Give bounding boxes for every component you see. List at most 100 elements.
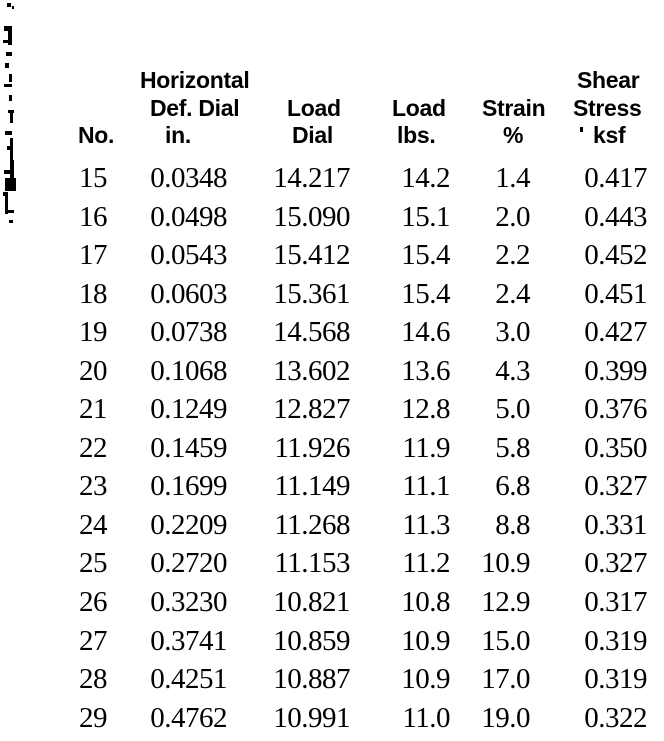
cell-no: 19 xyxy=(79,316,108,349)
cell-def-dial: 0.2720 xyxy=(150,547,227,580)
cell-shear-stress: 0.452 xyxy=(584,239,647,272)
cell-load-dial: 11.926 xyxy=(274,431,350,464)
cell-shear-stress: 0.427 xyxy=(584,316,647,349)
table-row: 24 0.2209 11.268 11.3 8.8 0.331 xyxy=(0,508,652,549)
cell-def-dial: 0.0348 xyxy=(150,162,227,194)
header-strain: Strain xyxy=(482,95,546,121)
cell-load-lbs: 10.9 xyxy=(401,624,450,657)
cell-no: 26 xyxy=(79,586,108,619)
table-row: 19 0.0738 14.568 14.6 3.0 0.427 xyxy=(0,317,652,356)
cell-strain: 2.2 xyxy=(495,239,530,272)
cell-load-lbs: 11.0 xyxy=(402,701,450,734)
cell-strain: 1.4 xyxy=(495,162,530,194)
header-shear: Shear xyxy=(577,67,640,93)
cell-load-dial: 11.268 xyxy=(274,508,350,541)
cell-shear-stress: 0.350 xyxy=(584,431,647,464)
header-horizontal: Horizontal xyxy=(140,67,250,93)
table-row: 27 0.3741 10.859 10.9 15.0 0.319 xyxy=(0,624,652,665)
table-row: 22 0.1459 11.926 11.9 5.8 0.350 xyxy=(0,431,652,472)
cell-load-dial: 15.412 xyxy=(273,239,350,272)
cell-no: 27 xyxy=(79,624,108,657)
cell-load-dial: 11.153 xyxy=(274,547,350,580)
cell-load-dial: 10.991 xyxy=(273,701,350,734)
cell-def-dial: 0.1459 xyxy=(150,431,227,464)
header-load-lbs-1: Load xyxy=(392,95,446,121)
table-row: 17 0.0543 15.412 15.4 2.2 0.452 xyxy=(0,240,652,279)
cell-no: 18 xyxy=(79,277,108,310)
cell-strain: 10.9 xyxy=(481,547,530,580)
cell-load-lbs: 11.2 xyxy=(402,547,450,580)
table-row: 26 0.3230 10.821 10.8 12.9 0.317 xyxy=(0,587,652,626)
header-in: in. xyxy=(165,122,191,148)
cell-def-dial: 0.0603 xyxy=(150,277,227,310)
header-no: No. xyxy=(78,122,115,148)
table-row: 18 0.0603 15.361 15.4 2.4 0.451 xyxy=(0,277,652,318)
cell-strain: 3.0 xyxy=(495,316,530,349)
cell-strain: 19.0 xyxy=(481,701,530,734)
cell-load-lbs: 11.9 xyxy=(402,431,450,464)
cell-def-dial: 0.4251 xyxy=(150,663,227,696)
cell-def-dial: 0.3741 xyxy=(150,624,227,657)
ksf-tick-artifact xyxy=(580,127,583,132)
cell-load-dial: 10.887 xyxy=(273,663,350,696)
header-lbs: lbs. xyxy=(397,122,436,148)
cell-load-lbs: 12.8 xyxy=(401,393,450,426)
table-row: 28 0.4251 10.887 10.9 17.0 0.319 xyxy=(0,664,652,703)
cell-load-lbs: 10.9 xyxy=(401,663,450,696)
cell-def-dial: 0.1068 xyxy=(150,354,227,387)
cell-def-dial: 0.4762 xyxy=(150,701,227,734)
cell-shear-stress: 0.327 xyxy=(584,470,647,503)
cell-shear-stress: 0.327 xyxy=(584,547,647,580)
cell-no: 15 xyxy=(79,162,108,194)
cell-strain: 8.8 xyxy=(495,508,530,541)
cell-load-lbs: 15.4 xyxy=(401,239,450,272)
cell-strain: 17.0 xyxy=(481,663,530,696)
table-row: 29 0.4762 10.991 11.0 19.0 0.322 xyxy=(0,701,652,741)
cell-def-dial: 0.3230 xyxy=(150,586,227,619)
cell-no: 20 xyxy=(79,354,108,387)
cell-no: 25 xyxy=(79,547,108,580)
cell-load-dial: 14.217 xyxy=(273,162,350,194)
cell-no: 24 xyxy=(79,508,108,541)
cell-load-lbs: 13.6 xyxy=(401,354,450,387)
cell-no: 21 xyxy=(79,393,108,426)
cell-load-lbs: 11.1 xyxy=(402,470,450,503)
header-ksf: ksf xyxy=(593,122,626,148)
cell-def-dial: 0.1699 xyxy=(150,470,227,503)
cell-def-dial: 0.2209 xyxy=(150,508,227,541)
table-row: 16 0.0498 15.090 15.1 2.0 0.443 xyxy=(0,200,652,241)
cell-strain: 4.3 xyxy=(495,354,530,387)
cell-load-dial: 14.568 xyxy=(273,316,350,349)
cell-shear-stress: 0.317 xyxy=(584,586,647,619)
cell-load-dial: 15.361 xyxy=(273,277,350,310)
table-row: 15 0.0348 14.217 14.2 1.4 0.417 xyxy=(0,163,652,202)
table-row: 23 0.1699 11.149 11.1 6.8 0.327 xyxy=(0,471,652,510)
cell-no: 22 xyxy=(79,431,108,464)
cell-shear-stress: 0.399 xyxy=(584,354,647,387)
cell-shear-stress: 0.417 xyxy=(584,162,647,194)
cell-no: 28 xyxy=(79,663,108,696)
cell-shear-stress: 0.322 xyxy=(584,701,647,734)
cell-load-lbs: 14.2 xyxy=(401,162,450,194)
cell-strain: 2.0 xyxy=(495,200,530,233)
cell-load-lbs: 15.4 xyxy=(401,277,450,310)
cell-no: 29 xyxy=(79,701,108,734)
data-table: 15 0.0348 14.217 14.2 1.4 0.417 16 0.0498 15.090… xyxy=(0,163,652,741)
cell-def-dial: 0.0738 xyxy=(150,316,227,349)
cell-no: 16 xyxy=(79,200,108,233)
cell-shear-stress: 0.319 xyxy=(584,624,647,657)
cell-no: 23 xyxy=(79,470,108,503)
table-row: 25 0.2720 11.153 11.2 10.9 0.327 xyxy=(0,548,652,587)
cell-shear-stress: 0.376 xyxy=(584,393,647,426)
header-dial: Dial xyxy=(292,122,333,148)
cell-def-dial: 0.0498 xyxy=(150,200,227,233)
cell-strain: 15.0 xyxy=(481,624,530,657)
cell-load-dial: 15.090 xyxy=(273,200,350,233)
cell-def-dial: 0.1249 xyxy=(150,393,227,426)
cell-strain: 2.4 xyxy=(495,277,530,310)
cell-load-dial: 10.821 xyxy=(273,586,350,619)
cell-load-dial: 13.602 xyxy=(273,354,350,387)
cell-load-lbs: 11.3 xyxy=(402,508,450,541)
cell-shear-stress: 0.451 xyxy=(584,277,647,310)
